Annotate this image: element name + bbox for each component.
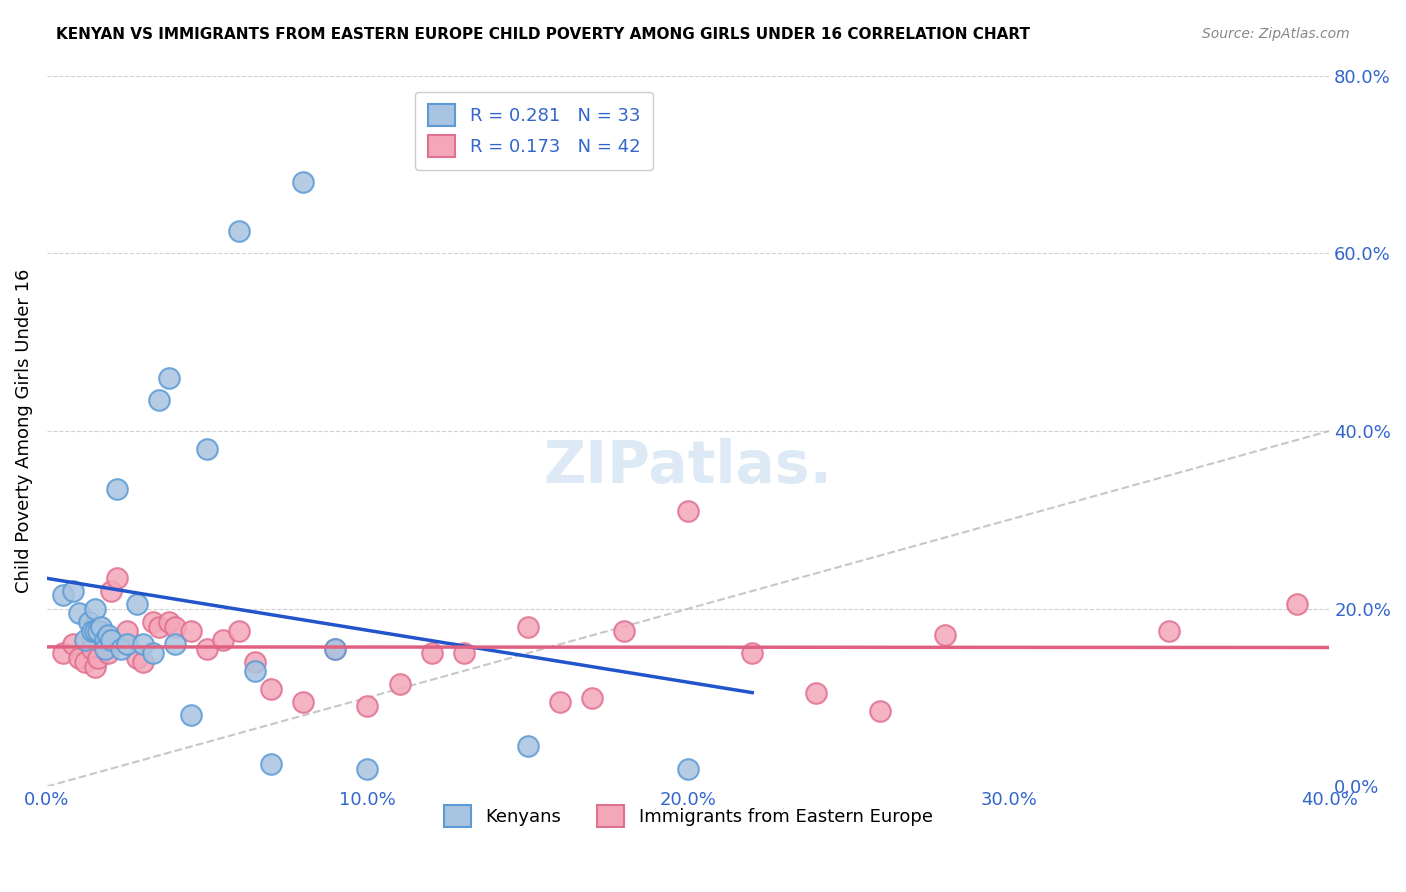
Point: [212, 632, 235, 647]
Point: [195, 442, 218, 456]
Point: [52, 646, 75, 660]
Point: [62, 584, 84, 599]
Point: [453, 646, 475, 660]
Point: [100, 584, 122, 599]
Point: [132, 637, 155, 651]
Point: [84, 624, 107, 638]
Point: [180, 708, 202, 723]
Point: [934, 628, 956, 642]
Point: [548, 695, 571, 709]
Point: [148, 392, 170, 407]
Point: [581, 690, 603, 705]
Point: [132, 655, 155, 669]
Y-axis label: Child Poverty Among Girls Under 16: Child Poverty Among Girls Under 16: [15, 268, 32, 593]
Point: [80, 624, 103, 638]
Point: [228, 224, 250, 238]
Point: [165, 619, 187, 633]
Point: [90, 624, 112, 638]
Legend: Kenyans, Immigrants from Eastern Europe: Kenyans, Immigrants from Eastern Europe: [436, 797, 939, 834]
Point: [97, 646, 120, 660]
Point: [142, 646, 165, 660]
Point: [115, 624, 138, 638]
Point: [93, 632, 115, 647]
Point: [67, 650, 90, 665]
Point: [100, 632, 122, 647]
Point: [52, 588, 75, 602]
Point: [260, 757, 283, 772]
Point: [84, 659, 107, 673]
Point: [93, 632, 115, 647]
Point: [125, 650, 148, 665]
Point: [356, 699, 378, 714]
Point: [93, 641, 115, 656]
Point: [125, 597, 148, 611]
Point: [75, 655, 97, 669]
Point: [325, 641, 347, 656]
Point: [516, 619, 538, 633]
Point: [869, 704, 891, 718]
Point: [80, 641, 103, 656]
Point: [195, 641, 218, 656]
Point: [516, 739, 538, 754]
Point: [157, 615, 180, 629]
Point: [245, 655, 267, 669]
Point: [292, 175, 315, 189]
Point: [180, 624, 202, 638]
Point: [676, 762, 699, 776]
Point: [165, 637, 187, 651]
Point: [62, 637, 84, 651]
Point: [87, 650, 110, 665]
Point: [388, 677, 411, 691]
Point: [84, 601, 107, 615]
Text: Source: ZipAtlas.com: Source: ZipAtlas.com: [1202, 27, 1350, 41]
Point: [228, 624, 250, 638]
Point: [260, 681, 283, 696]
Point: [1157, 624, 1180, 638]
Point: [77, 615, 100, 629]
Point: [741, 646, 763, 660]
Point: [1286, 597, 1309, 611]
Text: ZIPatlas.: ZIPatlas.: [544, 438, 832, 495]
Text: KENYAN VS IMMIGRANTS FROM EASTERN EUROPE CHILD POVERTY AMONG GIRLS UNDER 16 CORR: KENYAN VS IMMIGRANTS FROM EASTERN EUROPE…: [56, 27, 1031, 42]
Point: [613, 624, 636, 638]
Point: [115, 637, 138, 651]
Point: [292, 695, 315, 709]
Point: [107, 571, 129, 585]
Point: [356, 762, 378, 776]
Point: [75, 632, 97, 647]
Point: [676, 504, 699, 518]
Point: [97, 628, 120, 642]
Point: [420, 646, 443, 660]
Point: [67, 606, 90, 620]
Point: [142, 615, 165, 629]
Point: [245, 664, 267, 678]
Point: [107, 482, 129, 496]
Point: [148, 619, 170, 633]
Point: [806, 686, 828, 700]
Point: [157, 370, 180, 384]
Point: [325, 641, 347, 656]
Point: [87, 624, 110, 638]
Point: [90, 619, 112, 633]
Point: [110, 641, 132, 656]
